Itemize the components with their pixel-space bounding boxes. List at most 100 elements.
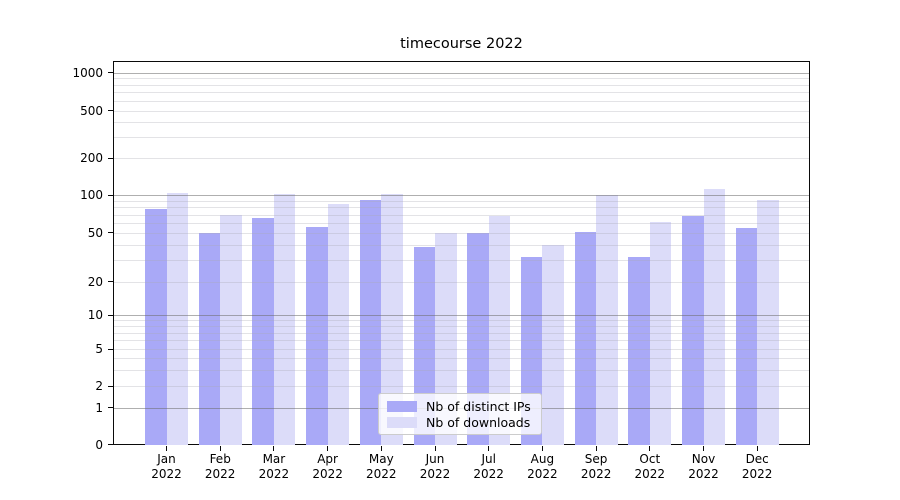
x-axis-tick-mark (219, 446, 221, 451)
bar-nb-of-downloads-nov (703, 188, 725, 445)
x-axis-tick-label: May 2022 (366, 452, 397, 481)
legend-swatch-nb-of-distinct-ips (387, 400, 417, 412)
bar-nb-of-distinct-ips-apr (306, 226, 328, 445)
gridline-major (114, 315, 809, 316)
x-axis-tick-mark (488, 446, 490, 451)
y-axis-tick-label: 1 (95, 400, 103, 415)
bar-nb-of-distinct-ips-oct (628, 256, 650, 445)
x-axis-tick-mark (327, 446, 329, 451)
x-axis-tick-label: Jun 2022 (419, 452, 451, 481)
gridline-major (114, 72, 809, 74)
gridline-minor (114, 222, 809, 224)
legend-swatch-nb-of-downloads (387, 416, 417, 428)
y-axis-tick-mark (108, 281, 113, 282)
gridline-minor (114, 349, 809, 351)
x-axis-tick-label: Nov 2022 (688, 452, 719, 481)
y-axis-tick-mark (108, 348, 113, 350)
x-axis-tick-label: Aug 2022 (527, 452, 558, 481)
gridline-minor (114, 200, 809, 202)
gridline-minor (114, 137, 809, 139)
y-axis-tick-mark (108, 110, 113, 111)
gridline-minor (114, 84, 809, 86)
x-axis-tick-mark (649, 446, 651, 451)
y-axis-tick-label: 100 (80, 188, 103, 202)
gridline-minor (114, 100, 809, 102)
gridline-minor (114, 214, 809, 216)
gridline-minor (114, 386, 809, 387)
bar-nb-of-downloads-apr (327, 203, 350, 445)
bar-nb-of-distinct-ips-may (359, 199, 382, 445)
gridline-minor (114, 332, 809, 334)
gridline-minor (114, 78, 809, 80)
x-axis-tick-mark (541, 446, 543, 451)
gridline-minor (114, 110, 809, 112)
x-axis-tick-label: Oct 2022 (634, 452, 666, 481)
bar-nb-of-downloads-aug (542, 244, 564, 445)
gridline-minor (114, 244, 809, 246)
legend-item-nb-of-downloads: Nb of downloads (387, 415, 533, 430)
legend-label-nb-of-distinct-ips: Nb of distinct IPs (426, 398, 531, 414)
bar-nb-of-distinct-ips-dec (735, 227, 758, 445)
bar-nb-of-distinct-ips-nov (682, 216, 704, 445)
gridline-minor (114, 259, 809, 261)
bar-nb-of-downloads-may (381, 193, 403, 445)
x-axis-tick-mark (380, 446, 382, 451)
plot-area (113, 61, 810, 445)
y-axis-tick-label: 50 (87, 225, 103, 240)
y-axis-tick-label: 0 (95, 437, 103, 452)
y-axis-tick-mark (108, 385, 113, 387)
bar-nb-of-distinct-ips-feb (198, 232, 221, 445)
bar-nb-of-downloads-jun (435, 232, 457, 445)
bar-nb-of-distinct-ips-jul (467, 232, 489, 445)
bar-nb-of-downloads-feb (220, 214, 242, 445)
gridline-minor (114, 158, 809, 160)
x-axis-tick-mark (595, 446, 597, 451)
y-axis-tick-mark (108, 314, 113, 316)
y-axis-tick-mark (108, 407, 113, 408)
legend: Nb of distinct IPs Nb of downloads (378, 393, 542, 435)
x-axis-tick-label: Apr 2022 (312, 452, 343, 481)
y-axis-tick-label: 1000 (72, 65, 103, 80)
x-axis-tick-mark (434, 446, 436, 451)
gridline-major (114, 195, 809, 196)
x-axis-tick-mark (756, 446, 758, 451)
gridline-minor (114, 340, 809, 342)
bar-nb-of-downloads-mar (273, 194, 296, 445)
gridline-minor (114, 320, 809, 322)
x-axis-tick-label: Sep 2022 (580, 452, 612, 481)
bar-nb-of-distinct-ips-jan (145, 208, 167, 445)
bar-nb-of-distinct-ips-mar (252, 217, 274, 445)
y-axis-tick-mark (108, 444, 113, 445)
y-axis-tick-mark (108, 72, 113, 74)
y-axis-tick-mark (108, 194, 113, 196)
y-axis-tick-mark (108, 157, 113, 159)
legend-label-nb-of-downloads: Nb of downloads (426, 414, 531, 430)
y-axis-tick-label: 500 (80, 103, 103, 118)
x-axis-tick-mark (166, 446, 167, 451)
chart-title: timecourse 2022 (400, 36, 523, 52)
x-axis-tick-label: Feb 2022 (204, 452, 236, 481)
x-axis-tick-mark (703, 446, 704, 451)
x-axis-tick-mark (273, 446, 275, 451)
legend-item-nb-of-distinct-ips: Nb of distinct IPs (387, 399, 533, 414)
bar-nb-of-distinct-ips-sep (574, 231, 597, 445)
x-axis-tick-label: Jul 2022 (473, 452, 504, 481)
gridline-minor (114, 207, 809, 209)
bar-nb-of-downloads-jul (488, 216, 511, 445)
gridline-minor (114, 232, 809, 234)
y-axis-tick-label: 10 (87, 308, 103, 322)
y-axis-tick-label: 20 (87, 274, 103, 289)
y-axis-tick-label: 5 (95, 342, 103, 357)
x-axis-tick-label: Dec 2022 (741, 452, 773, 481)
gridline-minor (114, 326, 809, 328)
bar-nb-of-downloads-dec (757, 199, 779, 445)
bar-nb-of-downloads-jan (166, 192, 188, 445)
y-axis-tick-mark (108, 232, 113, 234)
gridline-minor (114, 358, 809, 360)
gridline-minor (114, 92, 809, 94)
x-axis-tick-label: Jan 2022 (151, 452, 182, 481)
bar-nb-of-downloads-oct (649, 222, 672, 445)
y-axis-tick-label: 2 (95, 379, 103, 393)
bar-nb-of-downloads-sep (596, 195, 618, 445)
